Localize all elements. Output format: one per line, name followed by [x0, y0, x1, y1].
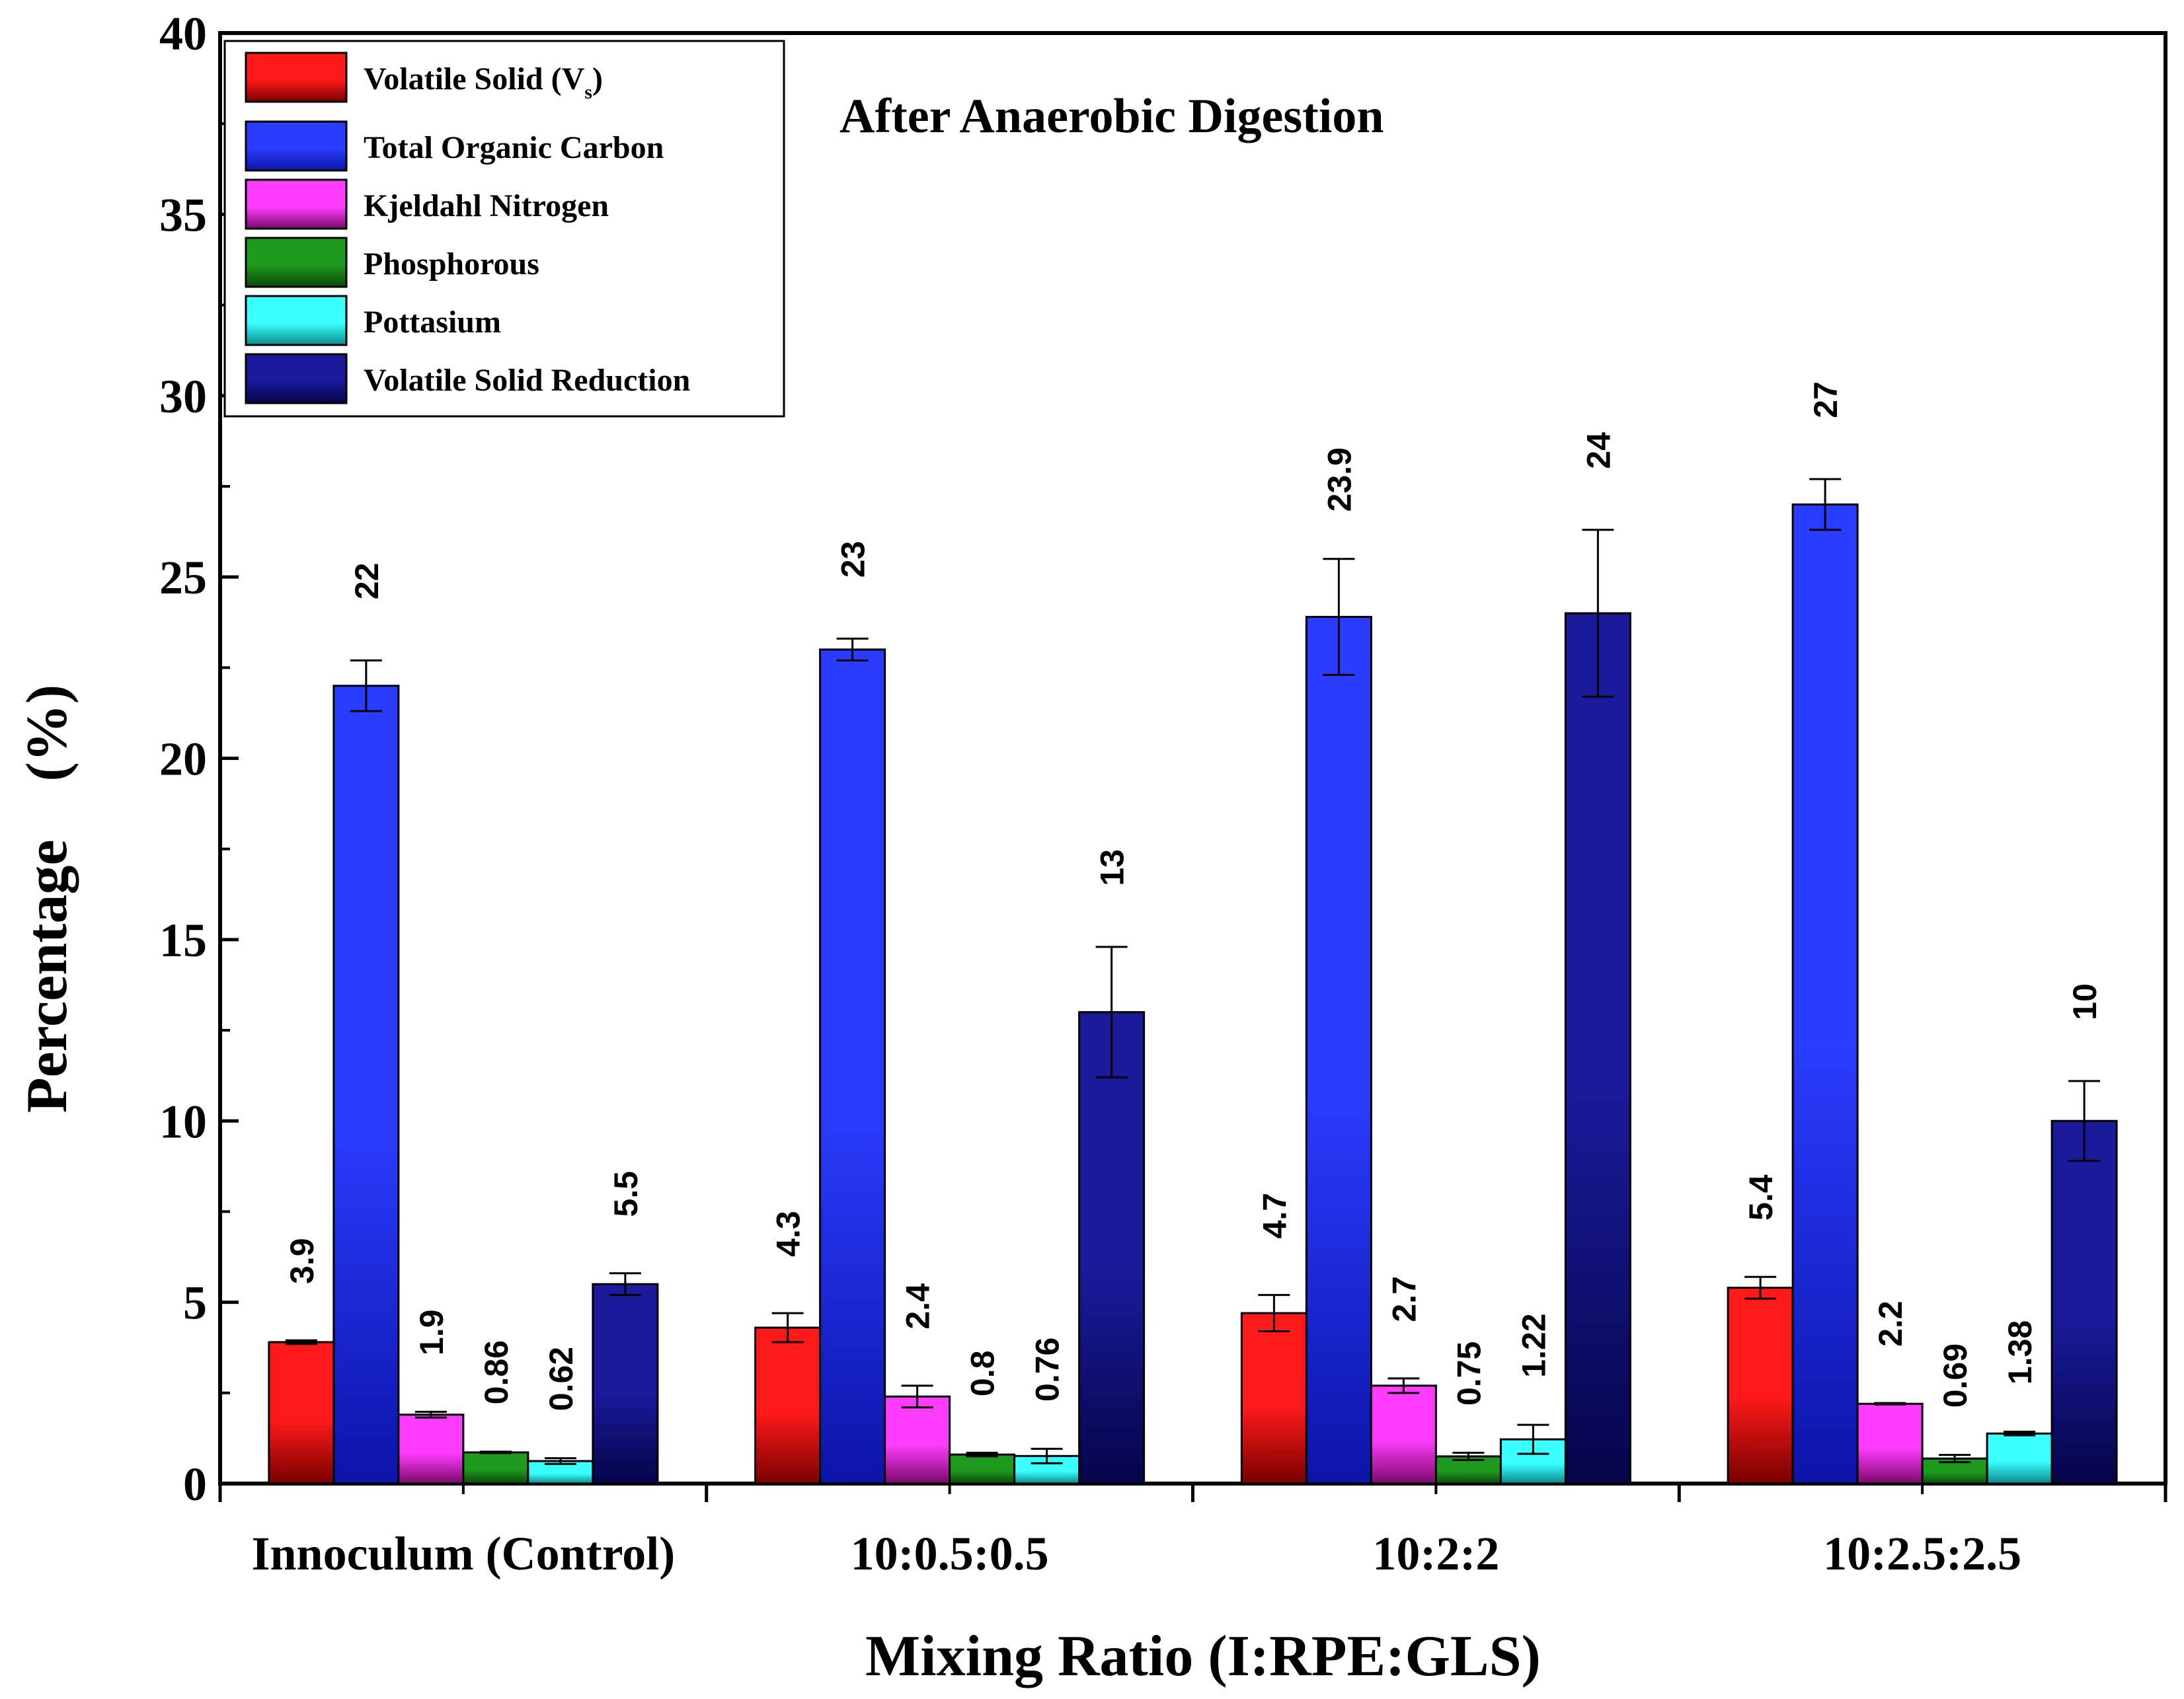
y-tick-label: 30	[159, 370, 207, 423]
legend-label: Kjeldahl Nitrogen	[364, 188, 609, 223]
y-axis: 0 5 10 15 20 25 30 35 40	[159, 7, 239, 1511]
bar	[592, 1283, 659, 1485]
x-category-label: 10:0.5:0.5	[851, 1527, 1049, 1580]
data-label: 5.5	[607, 1171, 644, 1217]
y-tick-label: 10	[159, 1095, 207, 1148]
bar	[949, 1453, 1016, 1485]
data-label: 0.86	[478, 1340, 515, 1404]
legend: Volatile Solid (Vs) Total Organic Carbon K…	[223, 40, 785, 418]
bar	[397, 1414, 465, 1485]
legend-label: Phosphorous	[364, 246, 539, 282]
data-label: 0.62	[543, 1347, 580, 1411]
bar	[1791, 503, 1859, 1485]
data-label: 23	[835, 541, 872, 578]
bar	[1986, 1432, 2053, 1485]
data-label: 4.3	[770, 1211, 807, 1257]
legend-label: Volatile Solid (Vs)	[364, 61, 603, 103]
bar	[1370, 1384, 1437, 1485]
bar	[462, 1451, 529, 1485]
y-tick-label: 25	[159, 551, 207, 604]
bar	[1564, 612, 1631, 1485]
data-label: 0.75	[1450, 1341, 1487, 1406]
data-label: 1.9	[413, 1310, 450, 1356]
x-category-label: Innoculum (Control)	[251, 1527, 675, 1580]
bar	[819, 648, 886, 1485]
data-label: 2.2	[1872, 1301, 1909, 1347]
y-axis-title: Percentage (%)	[15, 685, 79, 1113]
bar	[1856, 1402, 1924, 1485]
data-label: 2.7	[1385, 1276, 1423, 1322]
legend-swatch	[245, 120, 348, 172]
data-label: 24	[1580, 432, 1617, 469]
data-label: 1.22	[1515, 1313, 1552, 1377]
legend-swatch	[245, 237, 348, 288]
data-label: 1.38	[2002, 1320, 2039, 1384]
data-label: 22	[348, 563, 385, 600]
data-label: 0.76	[1029, 1338, 1066, 1402]
data-label: 5.4	[1742, 1174, 1779, 1221]
y-tick-label: 5	[183, 1277, 207, 1330]
y-tick-label: 35	[159, 188, 207, 241]
x-category-label: 10:2:2	[1372, 1527, 1499, 1580]
y-tick-label: 0	[183, 1458, 207, 1511]
data-label: 13	[1094, 849, 1131, 886]
legend-label: Total Organic Carbon	[364, 130, 664, 165]
y-tick-label: 15	[159, 914, 207, 967]
legend-swatch	[245, 178, 348, 230]
legend-swatch	[245, 353, 348, 404]
bar	[1305, 615, 1372, 1485]
bars-layer: 3.9 22 1.9 0.86 0.62 5.5 4.3 23 2.4 0.8 0.76 13 4.7 2…	[268, 381, 2118, 1485]
legend-swatch	[245, 52, 348, 103]
legend-swatch	[245, 295, 348, 346]
bar	[2050, 1119, 2118, 1485]
bar	[1078, 1011, 1146, 1485]
x-axis: Innoculum (Control) 10:0.5:0.5 10:2:2 10:2.…	[218, 1484, 2167, 1580]
chart-title: After Anaerobic Digestion	[839, 89, 1384, 143]
x-axis-title: Mixing Ratio (I:RPE:GLS)	[865, 1624, 1541, 1688]
data-label: 0.69	[1937, 1343, 1974, 1408]
bar	[1240, 1312, 1307, 1485]
y-tick-label: 40	[159, 7, 207, 60]
bar	[268, 1341, 335, 1485]
data-label: 4.7	[1256, 1193, 1293, 1239]
data-label: 2.4	[900, 1283, 937, 1330]
data-label: 27	[1807, 381, 1844, 418]
x-category-label: 10:2.5:2.5	[1823, 1527, 2021, 1580]
bar	[332, 685, 400, 1485]
legend-label: Volatile Solid Reduction	[364, 363, 690, 398]
y-tick-label: 20	[159, 733, 207, 786]
bar	[1727, 1287, 1794, 1485]
data-label: 3.9	[284, 1238, 321, 1284]
data-label: 0.8	[964, 1351, 1001, 1397]
legend-label: Pottasium	[364, 305, 501, 340]
data-label: 10	[2066, 983, 2103, 1020]
bar	[754, 1326, 822, 1485]
bar	[884, 1395, 951, 1485]
data-label: 23.9	[1321, 447, 1358, 511]
